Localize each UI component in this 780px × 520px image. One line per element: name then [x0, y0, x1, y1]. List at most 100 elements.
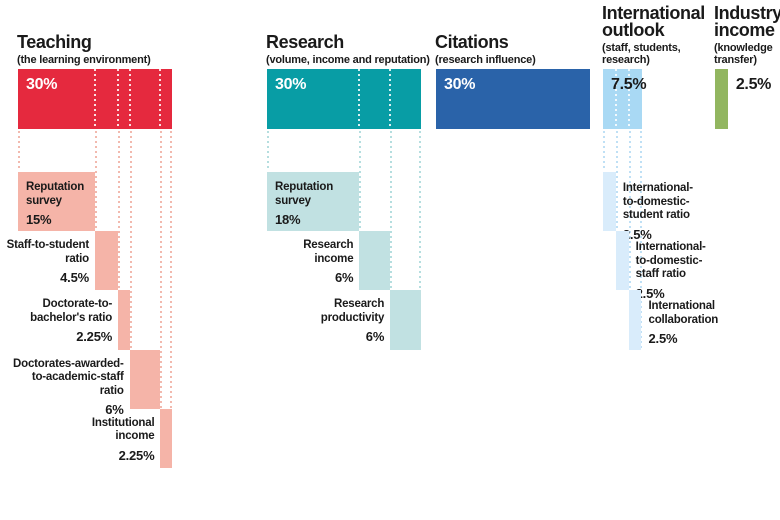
component-name-line: Doctorates-awarded- — [13, 357, 124, 370]
research-bar-separator — [358, 69, 361, 129]
group-subtitle-line: (staff, students, — [602, 42, 681, 54]
research-guide-line — [359, 131, 362, 231]
international-outlook-guide-line — [615, 131, 618, 231]
teaching-bar-separator — [159, 69, 162, 129]
component-name-line: collaboration — [648, 313, 719, 326]
international-outlook-bar-separator — [614, 69, 617, 129]
industry-income-weight-bar — [715, 69, 728, 129]
component-name-line: to-domestic- — [622, 195, 690, 208]
component-value: 6% — [335, 270, 354, 286]
component-name-line: to-domestic- — [635, 254, 703, 267]
international-outlook-guide-line — [603, 131, 605, 171]
component-name-line: productivity — [320, 311, 385, 324]
citations-weight-value: 30% — [444, 76, 476, 93]
research-guide-line — [390, 131, 393, 290]
teaching-guide-line — [118, 131, 121, 290]
teaching-component-block — [118, 290, 130, 350]
international-outlook-guide-line — [639, 131, 642, 349]
component-name-line: staff ratio — [635, 268, 686, 281]
international-outlook-component-block — [615, 231, 629, 291]
group-title-line: International — [602, 3, 705, 23]
research-component-label: Research income 6% — [231, 239, 353, 285]
component-name-line: Staff-to-student — [6, 239, 90, 252]
research-weight-value: 30% — [275, 76, 307, 93]
component-value: 2.5% — [648, 331, 678, 347]
group-title-line: outlook — [602, 20, 665, 40]
group-title-line: income — [714, 20, 775, 40]
international-outlook-weight-value: 7.5% — [611, 76, 647, 93]
component-name-line: Research — [303, 239, 354, 252]
international-outlook-weight-bar — [603, 69, 642, 129]
component-name-line: income — [314, 252, 354, 265]
group-title-international-outlook: International outlook (staff, students, res… — [602, 3, 705, 66]
teaching-component-block — [129, 349, 161, 409]
international-outlook-guide-line — [628, 131, 631, 290]
teaching-guide-line — [129, 131, 132, 349]
teaching-component-label: Reputation survey 15% — [26, 181, 91, 227]
teaching-component-block — [18, 172, 95, 232]
component-name-line: survey — [26, 194, 62, 207]
teaching-weight-value: 30% — [26, 76, 58, 93]
research-component-label: Research productivity 6% — [262, 298, 385, 345]
research-weight-bar — [267, 69, 421, 129]
component-name-line: Reputation — [26, 181, 85, 193]
group-subtitle-line: research) — [602, 54, 650, 66]
teaching-component-block — [160, 408, 172, 468]
group-title-line: Citations — [435, 32, 509, 52]
international-outlook-component-label: International-to-domestic-staff ratio 2.5… — [636, 241, 761, 301]
component-name-line: ratio — [99, 384, 124, 397]
component-name-line: International — [648, 300, 716, 313]
component-value: 2.25% — [76, 329, 113, 345]
component-name-line: income — [115, 430, 155, 443]
international-outlook-bar-separator — [627, 69, 630, 129]
component-name-line: International- — [622, 182, 693, 194]
group-subtitle-line: (the learning environment) — [17, 54, 151, 66]
teaching-component-label: Doctorates-awarded-to-academic-staff rati… — [2, 358, 124, 418]
teaching-component-label: Staff-to-student ratio 4.5% — [0, 239, 90, 286]
group-subtitle-line: (research influence) — [435, 54, 536, 66]
component-name-line: ratio — [65, 252, 89, 265]
component-name-line: Doctorate-to- — [42, 298, 113, 311]
teaching-component-block — [95, 231, 119, 291]
group-title-citations: Citations (research influence) — [435, 32, 536, 66]
group-subtitle-line: (volume, income and reputation) — [266, 54, 430, 66]
component-value: 6% — [365, 329, 385, 345]
international-outlook-component-label: International collaboration 2.5% — [649, 300, 774, 346]
component-name-line: survey — [275, 194, 311, 207]
international-outlook-component-block — [628, 290, 642, 350]
teaching-bar-separator — [117, 69, 120, 129]
teaching-bar-separator — [128, 69, 131, 129]
component-value: 2.25% — [118, 447, 155, 463]
teaching-guide-line — [170, 131, 172, 467]
industry-income-weight-value: 2.5% — [735, 76, 772, 93]
component-name-line: Institutional — [91, 416, 155, 429]
component-name-line: bachelor's ratio — [30, 311, 113, 324]
group-title-teaching: Teaching (the learning environment) — [17, 33, 151, 66]
teaching-guide-line — [160, 131, 163, 408]
group-subtitle-line: transfer) — [714, 54, 757, 66]
group-subtitle-line: (knowledge — [714, 42, 773, 54]
teaching-component-label: Institutional income 2.25% — [32, 416, 155, 463]
research-bar-separator — [389, 69, 392, 129]
research-component-block — [267, 172, 360, 232]
group-title-line: Research — [266, 32, 344, 52]
component-name-line: Reputation — [275, 181, 334, 193]
component-value: 15% — [26, 212, 52, 227]
component-name-line: International- — [635, 241, 706, 254]
component-value: 18% — [275, 212, 301, 227]
international-outlook-component-block — [603, 172, 616, 232]
group-title-line: Industry — [714, 3, 780, 23]
component-value: 4.5% — [60, 270, 89, 286]
component-value: 6% — [105, 402, 124, 418]
research-component-block — [359, 231, 391, 291]
research-component-block — [390, 290, 421, 350]
citations-weight-bar — [436, 69, 590, 129]
teaching-bar-separator — [94, 69, 96, 129]
group-title-research: Research (volume, income and reputation) — [266, 32, 430, 66]
research-guide-line — [267, 131, 269, 171]
teaching-component-label: Doctorate-to-bachelor's ratio 2.25% — [0, 298, 112, 344]
component-name-line: to-academic-staff — [31, 371, 124, 384]
research-guide-line — [419, 131, 421, 349]
group-title-industry-income: Industry income (knowledge transfer) — [714, 3, 780, 66]
